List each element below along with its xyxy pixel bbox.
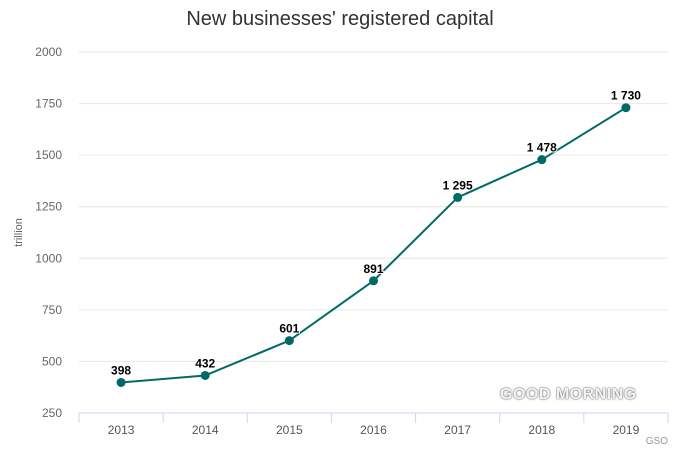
data-label: 1 295: [443, 178, 473, 192]
x-tick-label: 2016: [360, 423, 387, 437]
y-tick-label: 1250: [35, 200, 62, 214]
data-point: [453, 192, 463, 202]
data-label: 1 730: [611, 89, 641, 103]
x-tick-label: 2014: [192, 423, 219, 437]
x-tick-label: 2013: [108, 423, 135, 437]
x-tick-label: 2019: [613, 423, 640, 437]
y-tick-label: 250: [42, 406, 62, 420]
y-tick-label: 2000: [35, 45, 62, 59]
chart-title: New businesses' registered capital: [186, 8, 494, 30]
data-point: [537, 155, 547, 165]
x-tick-label: 2018: [528, 423, 555, 437]
data-point: [284, 336, 294, 346]
data-point: [621, 103, 631, 113]
y-axis-title: trillion: [13, 218, 25, 247]
data-label: 601: [279, 322, 299, 336]
data-point: [369, 276, 378, 286]
data-label: 398: [111, 363, 131, 377]
data-label: 1 478: [527, 141, 557, 155]
data-point: [116, 377, 126, 387]
x-tick-label: 2017: [444, 423, 471, 437]
y-tick-label: 1000: [35, 251, 62, 265]
y-tick-label: 500: [42, 354, 62, 368]
y-tick-label: 750: [42, 303, 62, 317]
x-tick-label: 2015: [276, 423, 303, 437]
data-label: 891: [363, 262, 383, 276]
y-tick-label: 1500: [35, 148, 62, 162]
chart-credit: GSO: [645, 436, 668, 447]
data-label: 432: [195, 356, 215, 370]
data-point: [200, 370, 210, 380]
y-tick-label: 1750: [35, 97, 62, 111]
